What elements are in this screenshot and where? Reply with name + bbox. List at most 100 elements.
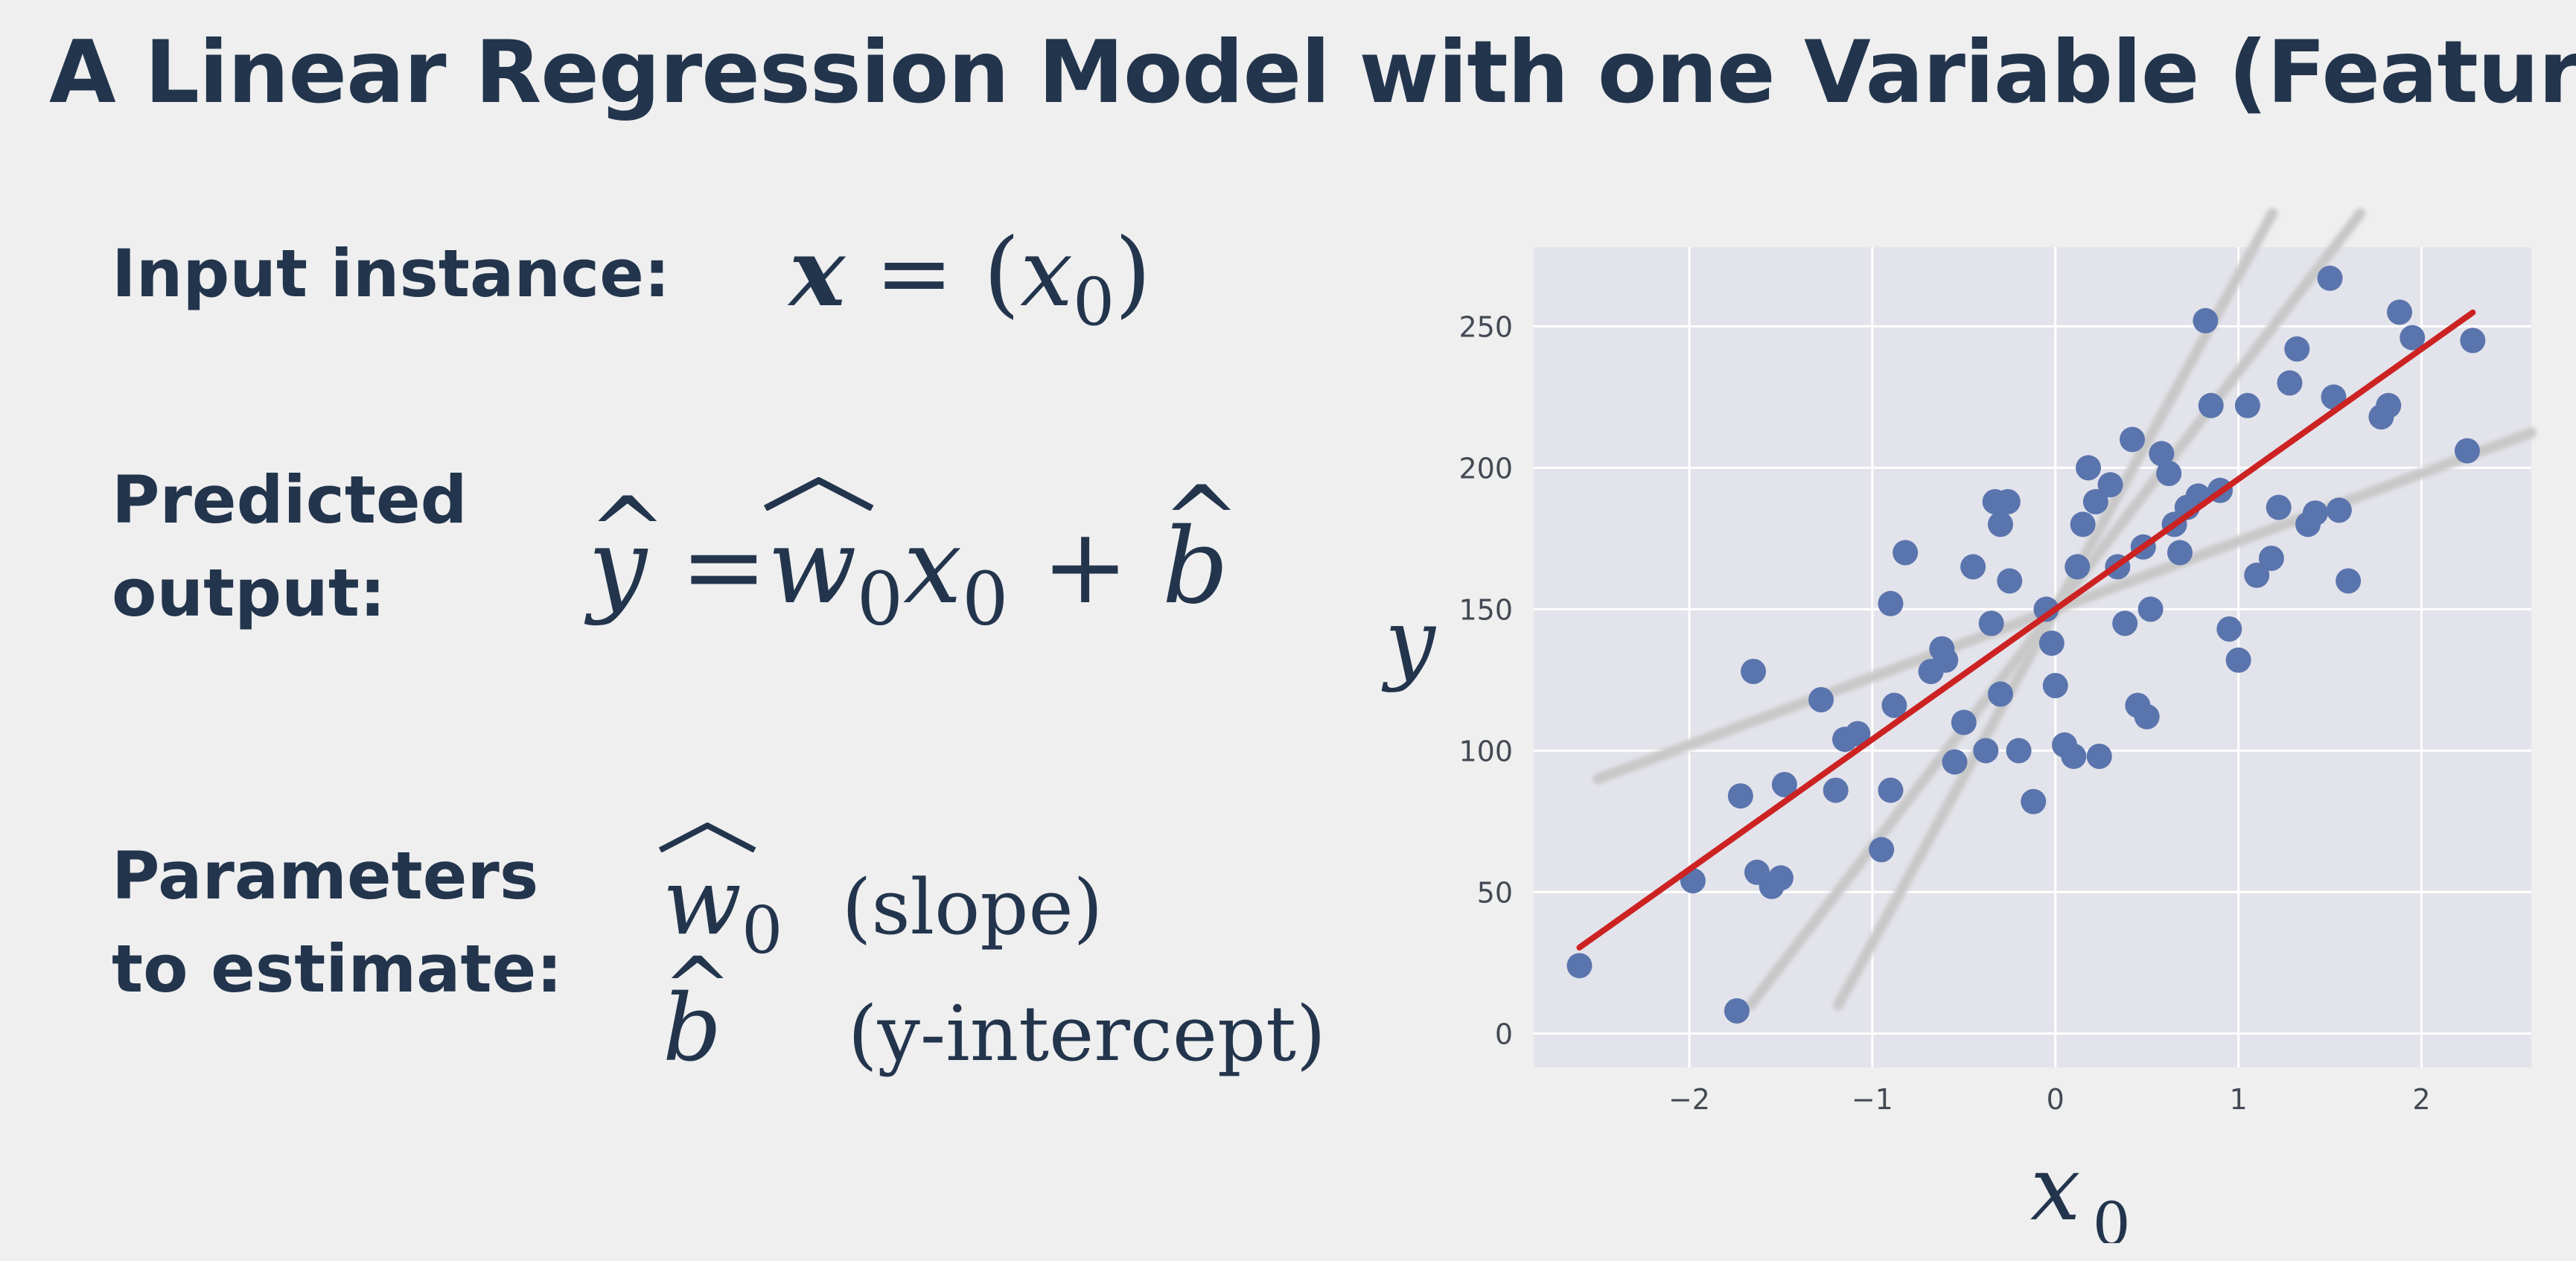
w-var: w: [767, 506, 857, 628]
data-point: [2386, 299, 2412, 325]
data-point: [1987, 511, 2013, 537]
data-point: [1724, 998, 1750, 1024]
data-point: [2042, 673, 2068, 698]
data-point: [1997, 568, 2023, 594]
data-point: [2216, 616, 2242, 642]
data-point: [1566, 953, 1593, 979]
x-sub: 0: [962, 557, 1009, 642]
data-point: [2070, 511, 2096, 537]
data-point: [1881, 692, 1907, 718]
y-tick-label: 50: [1477, 876, 1513, 909]
data-point: [1942, 749, 1968, 775]
param-b-row: b ^ (y-intercept): [663, 946, 1326, 1082]
data-point: [2454, 438, 2480, 464]
data-point: [1951, 709, 1977, 735]
data-point: [2225, 647, 2251, 673]
data-point: [2149, 441, 2175, 467]
data-point: [2277, 370, 2303, 396]
data-point: [1823, 777, 1849, 803]
hat-icon: ^: [663, 939, 733, 1037]
data-point: [2038, 630, 2065, 656]
predicted-output-label: Predicted output:: [112, 454, 468, 640]
hat-icon: ^: [1161, 466, 1241, 576]
input-formula-close: ): [1115, 218, 1152, 328]
data-point: [1741, 659, 1767, 684]
data-point: [2086, 744, 2112, 769]
data-point: [2097, 472, 2123, 498]
data-point: [2061, 744, 2087, 769]
data-point: [2284, 336, 2310, 362]
input-formula-var: x: [1019, 218, 1074, 328]
parameters-label-line1: Parameters: [112, 837, 539, 914]
data-point: [2193, 307, 2219, 333]
y-tick-label: 0: [1495, 1018, 1513, 1050]
y-hat-var: y: [588, 506, 648, 628]
data-point: [1878, 590, 1904, 616]
data-point: [2266, 494, 2292, 520]
data-point: [2156, 461, 2182, 486]
param-w-var: w: [663, 849, 742, 956]
data-point: [1893, 540, 1919, 566]
data-point: [2336, 568, 2362, 594]
data-point: [2112, 610, 2138, 636]
predicted-label-line2: output:: [112, 554, 386, 631]
w-sub: 0: [856, 557, 904, 642]
data-point: [1878, 777, 1904, 803]
data-point: [1771, 772, 1797, 797]
data-point: [2460, 328, 2486, 354]
input-vector-x: x: [789, 217, 846, 328]
data-point: [1869, 837, 1895, 863]
w0-hat: w0: [763, 476, 904, 642]
input-formula-sub: 0: [1073, 264, 1115, 341]
widehat-icon: [763, 476, 874, 511]
x-tick-label: 2: [2412, 1083, 2430, 1116]
data-point: [1933, 647, 1959, 673]
slide-title: A Linear Regression Model with one Varia…: [49, 22, 2576, 123]
data-point: [2006, 738, 2032, 764]
fit-line: [1576, 309, 2476, 951]
y-tick-label: 100: [1458, 735, 1513, 767]
param-w-desc: (slope): [841, 863, 1103, 951]
hat-icon: ^: [588, 477, 667, 587]
parameters-label: Parameters to estimate:: [112, 830, 562, 1016]
data-point: [2033, 596, 2059, 622]
y-hat: y ^: [588, 485, 667, 628]
data-point: [2075, 455, 2101, 481]
y-axis-label: y: [1381, 590, 1437, 694]
predicted-label-line1: Predicted: [112, 462, 468, 538]
data-point: [1845, 721, 1871, 747]
data-point: [2167, 540, 2193, 566]
data-point: [2326, 497, 2352, 523]
data-point: [2302, 500, 2328, 526]
data-point: [1995, 489, 2021, 514]
data-point: [1973, 738, 1999, 764]
predicted-plus: +: [1008, 506, 1162, 628]
data-point: [2376, 392, 2402, 418]
widehat-icon: [658, 823, 756, 852]
data-point: [2065, 554, 2091, 580]
data-point: [1987, 681, 2013, 707]
data-point: [2120, 427, 2145, 453]
data-point: [2234, 392, 2260, 418]
data-point: [2134, 703, 2160, 730]
b-var: b: [1161, 506, 1229, 628]
b-hat: b ^: [1161, 474, 1241, 628]
x-var: x: [903, 506, 963, 628]
data-point: [2021, 788, 2047, 814]
x-tick-label: −1: [1852, 1083, 1893, 1116]
param-w-sub: 0: [742, 893, 783, 969]
scatter-chart: −2 −1 0 1 2 0 50 100 150 200 250 x 0 y: [1340, 201, 2576, 1243]
input-formula: x = (x0): [789, 217, 1151, 340]
data-point: [1727, 783, 1753, 809]
data-point: [1808, 687, 1834, 712]
input-instance-label: Input instance:: [112, 235, 671, 312]
input-formula-eq: = (: [845, 218, 1020, 328]
data-point: [2198, 392, 2224, 418]
data-point: [2400, 325, 2426, 351]
param-w0-hat: w0: [658, 823, 783, 969]
x-tick-label: 1: [2230, 1083, 2248, 1116]
predicted-formula: y ^ = w0x0 + b ^: [588, 474, 1241, 642]
y-tick-label: 150: [1458, 593, 1513, 626]
